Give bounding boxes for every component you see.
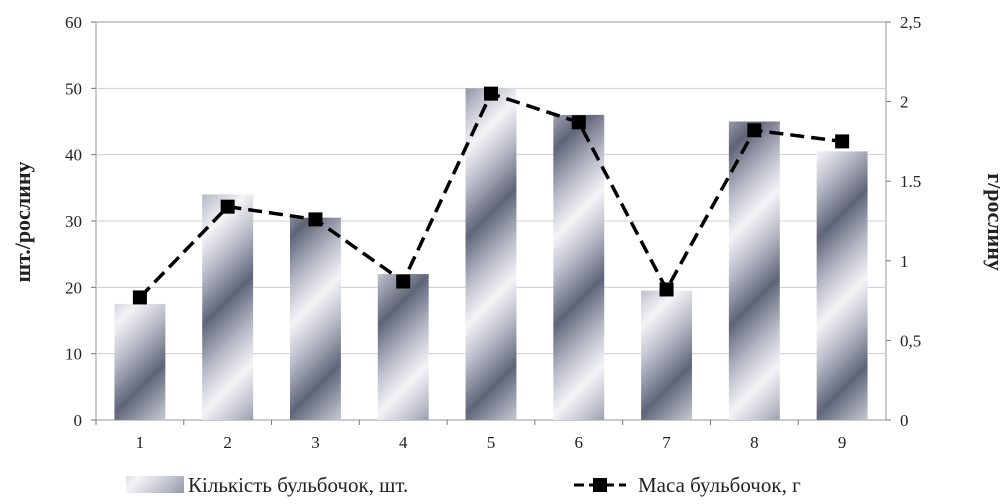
y2-tick-label: 0 bbox=[900, 411, 909, 430]
bar bbox=[553, 114, 605, 420]
x-tick-label: 2 bbox=[223, 433, 232, 452]
y2-tick-label: 2,5 bbox=[900, 13, 921, 32]
line-marker bbox=[571, 115, 586, 130]
bar bbox=[641, 290, 693, 420]
y2-axis-title: г/рослину bbox=[983, 173, 1000, 271]
legend-line-label: Маса бульбочок, г bbox=[638, 473, 801, 497]
y-tick-label: 50 bbox=[65, 79, 82, 98]
legend-bar-swatch bbox=[126, 476, 184, 493]
bar-series bbox=[114, 88, 868, 420]
bar bbox=[728, 121, 780, 420]
x-tick-label: 8 bbox=[750, 433, 759, 452]
y-tick-label: 40 bbox=[65, 146, 82, 165]
y-tick-label: 30 bbox=[65, 212, 82, 231]
y2-tick-label: 0,5 bbox=[900, 331, 921, 350]
x-tick-label: 7 bbox=[662, 433, 671, 452]
y-tick-label: 0 bbox=[74, 411, 83, 430]
legend-bar-label: Кількість бульбочок, шт. bbox=[188, 473, 408, 497]
y2-tick-label: 2 bbox=[900, 93, 909, 112]
x-tick-label: 5 bbox=[487, 433, 496, 452]
legend: Кількість бульбочок, шт. Маса бульбочок,… bbox=[126, 473, 801, 497]
line-marker bbox=[132, 290, 147, 305]
axes: 0 10 20 30 40 50 60 0 0,5 1 1.5 2 2,5 1 2 3 4 5 6 7 8 9 bbox=[65, 13, 921, 452]
line-marker bbox=[659, 282, 674, 297]
y-axis-title: шт./рослину bbox=[10, 161, 35, 282]
bar bbox=[465, 88, 517, 420]
bar bbox=[202, 194, 254, 420]
x-tick-label: 9 bbox=[838, 433, 847, 452]
bar bbox=[289, 217, 341, 420]
bar bbox=[114, 303, 166, 420]
y-tick-label: 20 bbox=[65, 278, 82, 297]
line-marker bbox=[308, 212, 323, 227]
x-tick-label: 4 bbox=[399, 433, 408, 452]
line-marker bbox=[835, 134, 850, 149]
y-tick-label: 60 bbox=[65, 13, 82, 32]
line-marker bbox=[484, 86, 498, 101]
bar bbox=[377, 274, 429, 420]
line-series bbox=[132, 86, 850, 305]
line-marker bbox=[220, 199, 235, 214]
x-tick-label: 1 bbox=[136, 433, 145, 452]
line-marker bbox=[747, 123, 762, 138]
x-tick-label: 3 bbox=[311, 433, 320, 452]
x-tick-label: 6 bbox=[575, 433, 584, 452]
y2-tick-label: 1 bbox=[900, 252, 909, 271]
bar bbox=[816, 151, 868, 420]
legend-marker-swatch bbox=[593, 478, 607, 492]
y-tick-label: 10 bbox=[65, 345, 82, 364]
line-marker bbox=[396, 274, 411, 289]
y2-tick-label: 1.5 bbox=[900, 172, 921, 191]
